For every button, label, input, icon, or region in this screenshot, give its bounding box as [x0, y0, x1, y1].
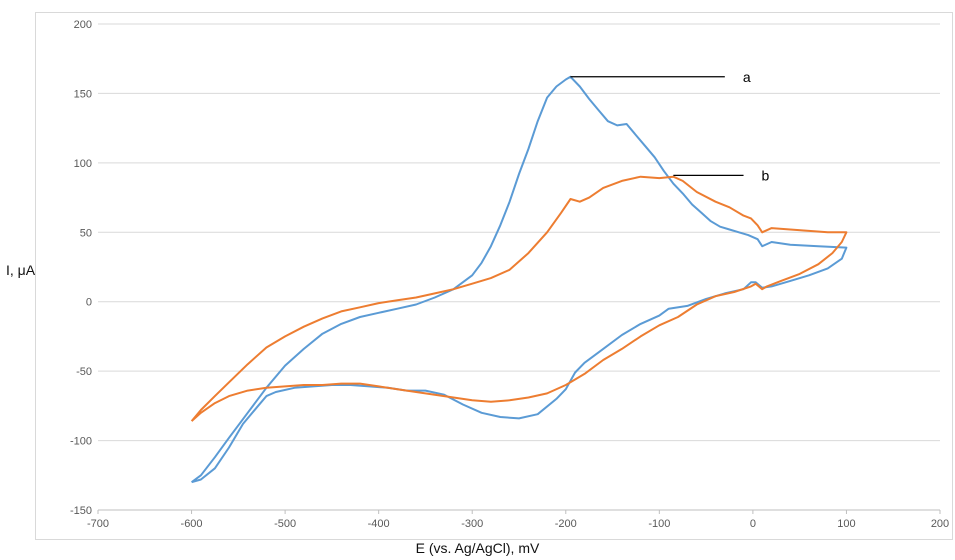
x-tick-label: -400: [368, 518, 390, 530]
annotation-label-b: b: [762, 167, 770, 183]
series-1-curve: [190, 175, 848, 422]
y-tick-label: 100: [74, 158, 92, 170]
x-tick-label: -500: [274, 518, 296, 530]
x-tick-label: -100: [648, 518, 670, 530]
x-tick-label: -600: [181, 518, 203, 530]
y-tick-label: -50: [76, 366, 92, 378]
x-tick-label: 0: [750, 518, 756, 530]
y-tick-label: -150: [70, 505, 92, 517]
annotation-label-a: a: [743, 69, 751, 85]
y-tick-label: -100: [70, 436, 92, 448]
x-tick-label: 200: [931, 518, 949, 530]
chart-area: [35, 12, 953, 540]
series-layer: [190, 75, 848, 484]
y-tick-label: 200: [74, 19, 92, 31]
series-0-curve: [191, 75, 848, 484]
y-tick-label: 150: [74, 88, 92, 100]
x-tick-label: -700: [87, 518, 109, 530]
annotations: ab: [570, 69, 770, 183]
x-tick-label: -300: [461, 518, 483, 530]
x-axis-title: E (vs. Ag/AgCl), mV: [415, 540, 540, 556]
x-tick-label: 100: [837, 518, 855, 530]
y-tick-label: 50: [80, 227, 92, 239]
gridlines: [97, 23, 941, 514]
y-tick-label: 0: [86, 297, 92, 309]
x-tick-label: -200: [555, 518, 577, 530]
y-axis-title: I, μA: [6, 262, 36, 278]
